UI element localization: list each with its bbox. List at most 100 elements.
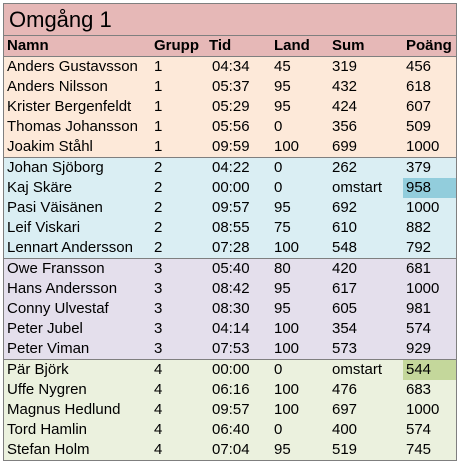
cell-sum[interactable]: 424 [329,97,403,117]
cell-sum[interactable]: 617 [329,279,403,299]
cell-tid[interactable]: 06:40 [206,420,271,440]
cell-tid[interactable]: 05:37 [206,77,271,97]
cell-grupp[interactable]: 3 [151,279,206,299]
cell-tid[interactable]: 05:40 [206,258,271,279]
cell-grupp[interactable]: 2 [151,218,206,238]
cell-tid[interactable]: 00:00 [206,178,271,198]
cell-land[interactable]: 95 [271,97,329,117]
cell-grupp[interactable]: 1 [151,137,206,158]
cell-land[interactable]: 95 [271,279,329,299]
cell-sum[interactable]: 692 [329,198,403,218]
cell-namn[interactable]: Peter Viman [4,339,151,360]
cell-grupp[interactable]: 1 [151,97,206,117]
cell-grupp[interactable]: 4 [151,380,206,400]
column-header-land[interactable]: Land [271,36,329,57]
cell-grupp[interactable]: 4 [151,400,206,420]
cell-sum[interactable]: 610 [329,218,403,238]
cell-land[interactable]: 95 [271,299,329,319]
column-header-namn[interactable]: Namn [4,36,151,57]
cell-poang[interactable]: 544 [403,359,456,380]
cell-sum[interactable]: omstart [329,178,403,198]
cell-poang[interactable]: 745 [403,440,456,460]
cell-poang[interactable]: 379 [403,157,456,178]
cell-poang[interactable]: 929 [403,339,456,360]
cell-sum[interactable]: 432 [329,77,403,97]
cell-namn[interactable]: Magnus Hedlund [4,400,151,420]
cell-sum[interactable]: 400 [329,420,403,440]
cell-land[interactable]: 100 [271,400,329,420]
cell-grupp[interactable]: 3 [151,319,206,339]
cell-poang[interactable]: 792 [403,238,456,259]
cell-poang[interactable]: 1000 [403,400,456,420]
cell-land[interactable]: 0 [271,178,329,198]
cell-land[interactable]: 95 [271,77,329,97]
cell-grupp[interactable]: 2 [151,238,206,259]
cell-grupp[interactable]: 3 [151,339,206,360]
cell-land[interactable]: 100 [271,339,329,360]
cell-poang[interactable]: 981 [403,299,456,319]
cell-land[interactable]: 0 [271,420,329,440]
cell-tid[interactable]: 04:14 [206,319,271,339]
cell-namn[interactable]: Hans Andersson [4,279,151,299]
cell-poang[interactable]: 1000 [403,198,456,218]
cell-sum[interactable]: 548 [329,238,403,259]
cell-tid[interactable]: 07:28 [206,238,271,259]
cell-tid[interactable]: 04:34 [206,56,271,77]
cell-namn[interactable]: Pär Björk [4,359,151,380]
cell-land[interactable]: 100 [271,319,329,339]
cell-sum[interactable]: 354 [329,319,403,339]
cell-sum[interactable]: 573 [329,339,403,360]
cell-poang[interactable]: 958 [403,178,456,198]
cell-sum[interactable]: 605 [329,299,403,319]
cell-grupp[interactable]: 4 [151,440,206,460]
cell-namn[interactable]: Conny Ulvestaf [4,299,151,319]
cell-tid[interactable]: 05:56 [206,117,271,137]
column-header-poang[interactable]: Poäng [403,36,456,57]
cell-poang[interactable]: 1000 [403,137,456,158]
cell-namn[interactable]: Owe Fransson [4,258,151,279]
cell-sum[interactable]: 699 [329,137,403,158]
cell-grupp[interactable]: 4 [151,420,206,440]
cell-sum[interactable]: 319 [329,56,403,77]
cell-tid[interactable]: 09:57 [206,400,271,420]
cell-namn[interactable]: Joakim Ståhl [4,137,151,158]
cell-namn[interactable]: Anders Nilsson [4,77,151,97]
cell-namn[interactable]: Stefan Holm [4,440,151,460]
cell-tid[interactable]: 00:00 [206,359,271,380]
cell-grupp[interactable]: 1 [151,77,206,97]
cell-namn[interactable]: Tord Hamlin [4,420,151,440]
cell-land[interactable]: 0 [271,157,329,178]
cell-namn[interactable]: Peter Jubel [4,319,151,339]
cell-tid[interactable]: 04:22 [206,157,271,178]
column-header-sum[interactable]: Sum [329,36,403,57]
cell-tid[interactable]: 09:57 [206,198,271,218]
cell-tid[interactable]: 08:55 [206,218,271,238]
sheet-title[interactable]: Omgång 1 [4,4,456,36]
cell-tid[interactable]: 08:30 [206,299,271,319]
cell-land[interactable]: 100 [271,137,329,158]
cell-tid[interactable]: 07:04 [206,440,271,460]
cell-namn[interactable]: Thomas Johansson [4,117,151,137]
cell-grupp[interactable]: 3 [151,299,206,319]
column-header-tid[interactable]: Tid [206,36,271,57]
cell-tid[interactable]: 07:53 [206,339,271,360]
cell-tid[interactable]: 05:29 [206,97,271,117]
cell-land[interactable]: 0 [271,117,329,137]
cell-poang[interactable]: 574 [403,420,456,440]
cell-namn[interactable]: Krister Bergenfeldt [4,97,151,117]
cell-namn[interactable]: Johan Sjöborg [4,157,151,178]
cell-land[interactable]: 100 [271,238,329,259]
cell-sum[interactable]: 356 [329,117,403,137]
cell-poang[interactable]: 1000 [403,279,456,299]
column-header-grupp[interactable]: Grupp [151,36,206,57]
cell-namn[interactable]: Leif Viskari [4,218,151,238]
cell-grupp[interactable]: 1 [151,117,206,137]
cell-poang[interactable]: 683 [403,380,456,400]
cell-grupp[interactable]: 2 [151,178,206,198]
cell-namn[interactable]: Anders Gustavsson [4,56,151,77]
cell-land[interactable]: 0 [271,359,329,380]
cell-land[interactable]: 95 [271,198,329,218]
cell-land[interactable]: 95 [271,440,329,460]
cell-poang[interactable]: 681 [403,258,456,279]
cell-poang[interactable]: 509 [403,117,456,137]
